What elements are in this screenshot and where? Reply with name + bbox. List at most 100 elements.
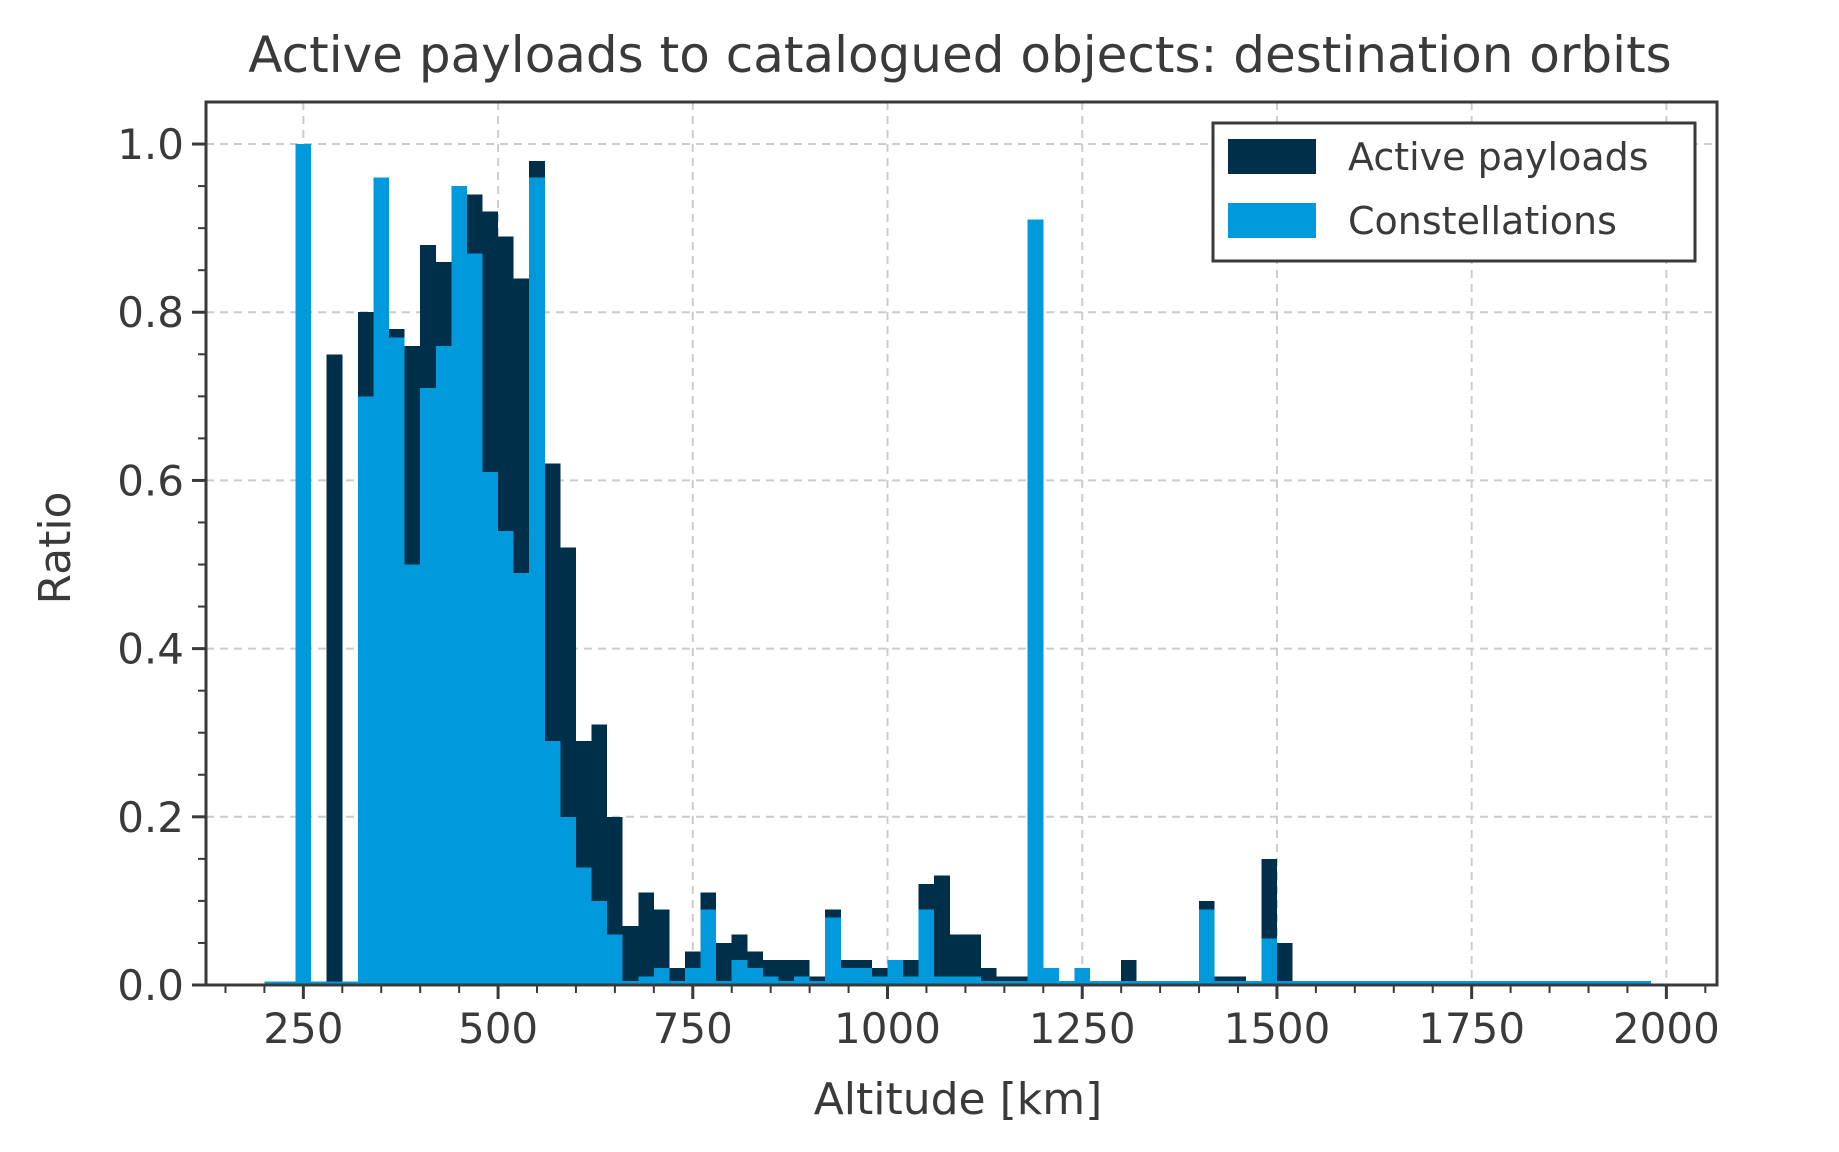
bar-constellations [1510, 980, 1527, 985]
bar-constellations [871, 976, 888, 985]
bar-constellations [1541, 980, 1558, 985]
x-tick-label: 1250 [1029, 1004, 1136, 1053]
bar-constellations [653, 968, 670, 985]
bar-constellations [326, 981, 343, 985]
bar-constellations [747, 968, 763, 985]
bar-constellations [1401, 980, 1418, 985]
bar-constellations [435, 345, 452, 985]
bar-constellations [482, 472, 499, 985]
bar-constellations [1354, 980, 1371, 985]
bar-constellations [856, 968, 872, 985]
bar-constellations [1090, 980, 1106, 985]
x-tick-label: 1000 [834, 1004, 941, 1053]
bar-constellations [513, 572, 530, 985]
x-tick-label: 1500 [1223, 1004, 1330, 1053]
bar-constellations [404, 564, 421, 985]
bar-constellations [1230, 980, 1246, 985]
bar-constellations [638, 976, 654, 985]
bar-constellations [1183, 980, 1200, 985]
x-tick-label: 250 [263, 1004, 343, 1053]
legend-label-active-payloads: Active payloads [1348, 135, 1649, 179]
bar-active-payloads [949, 934, 966, 985]
bar-constellations [1058, 980, 1075, 985]
bar-constellations [840, 968, 857, 985]
bar-constellations [607, 934, 623, 985]
bar-constellations [731, 959, 748, 985]
bar-constellations [778, 980, 795, 985]
bar-constellations [1167, 980, 1184, 985]
bar-constellations [685, 968, 701, 985]
bar-constellations [1012, 980, 1028, 985]
bar-active-payloads [778, 959, 795, 985]
bar-constellations [529, 177, 545, 985]
x-axis-label: Altitude [km] [814, 1074, 1103, 1125]
bar-constellations [1152, 980, 1168, 985]
bar-constellations [1572, 980, 1589, 985]
bar-constellations [903, 976, 919, 985]
bar-constellations [498, 530, 514, 985]
bar-constellations [700, 909, 717, 985]
legend-swatch-active-payloads [1228, 139, 1316, 174]
y-axis-label: Ratio [30, 492, 81, 605]
bar-active-payloads [326, 354, 343, 985]
bar-constellations [918, 909, 935, 985]
bar-constellations [1245, 980, 1262, 985]
bar-constellations [1292, 980, 1309, 985]
bar-constellations [295, 144, 312, 986]
bar-constellations [794, 976, 810, 985]
bar-constellations [996, 980, 1013, 985]
x-tick-label: 1750 [1418, 1004, 1525, 1053]
bar-constellations [373, 177, 390, 985]
bar-constellations [1432, 980, 1449, 985]
chart-title: Active payloads to catalogued objects: d… [248, 26, 1671, 84]
bar-constellations [1417, 980, 1433, 985]
y-tick-label: 1.0 [117, 120, 184, 169]
bar-constellations [716, 980, 732, 985]
bar-constellations [342, 981, 358, 985]
x-tick-label: 2000 [1613, 1004, 1720, 1053]
legend: Active payloads Constellations [1211, 121, 1697, 263]
bar-constellations [1495, 980, 1511, 985]
bar-constellations [1323, 980, 1340, 985]
bar-constellations [1604, 980, 1620, 985]
bar-active-payloads [653, 909, 670, 985]
legend-swatch-constellations [1228, 203, 1316, 238]
bar-constellations [1339, 980, 1355, 985]
bar-constellations [1214, 980, 1231, 985]
bar-constellations [264, 981, 280, 985]
bar-constellations [965, 976, 981, 985]
bar-constellations [949, 976, 966, 985]
bar-constellations [575, 867, 592, 985]
x-tick-label: 500 [458, 1004, 538, 1053]
bar-active-payloads [1276, 942, 1293, 985]
bar-constellations [669, 980, 686, 985]
y-tick-label: 0.2 [117, 793, 184, 842]
bar-constellations [466, 253, 483, 985]
legend-label-constellations: Constellations [1348, 199, 1617, 243]
bar-constellations [1385, 980, 1402, 985]
bar-constellations [980, 980, 997, 985]
bar-constellations [1136, 980, 1153, 985]
bar-active-payloads [622, 926, 639, 985]
bar-constellations [887, 959, 904, 985]
bar-constellations [1619, 980, 1636, 985]
bar-active-payloads [1121, 959, 1137, 985]
bar-active-payloads [716, 942, 732, 985]
bar-active-payloads [638, 892, 654, 985]
bar-constellations [279, 981, 296, 985]
bar-constellations [1479, 980, 1496, 985]
plot-frame [204, 100, 1719, 987]
bar-active-payloads [934, 875, 950, 985]
bar-constellations [1635, 980, 1651, 985]
y-tick-label: 0.6 [117, 456, 184, 505]
bar-constellations [1027, 219, 1044, 985]
bar-constellations [1557, 980, 1573, 985]
axes-layer: 250 500 750 1000 1250 1500 1750 2000 0.0 0.2 0.4 0.… [117, 100, 1720, 1053]
bar-constellations [622, 980, 639, 985]
bar-constellations [1588, 980, 1605, 985]
bar-constellations [1261, 938, 1277, 985]
bar-constellations [1105, 980, 1122, 985]
bar-constellations [809, 980, 826, 985]
bar-constellations [1448, 980, 1464, 985]
